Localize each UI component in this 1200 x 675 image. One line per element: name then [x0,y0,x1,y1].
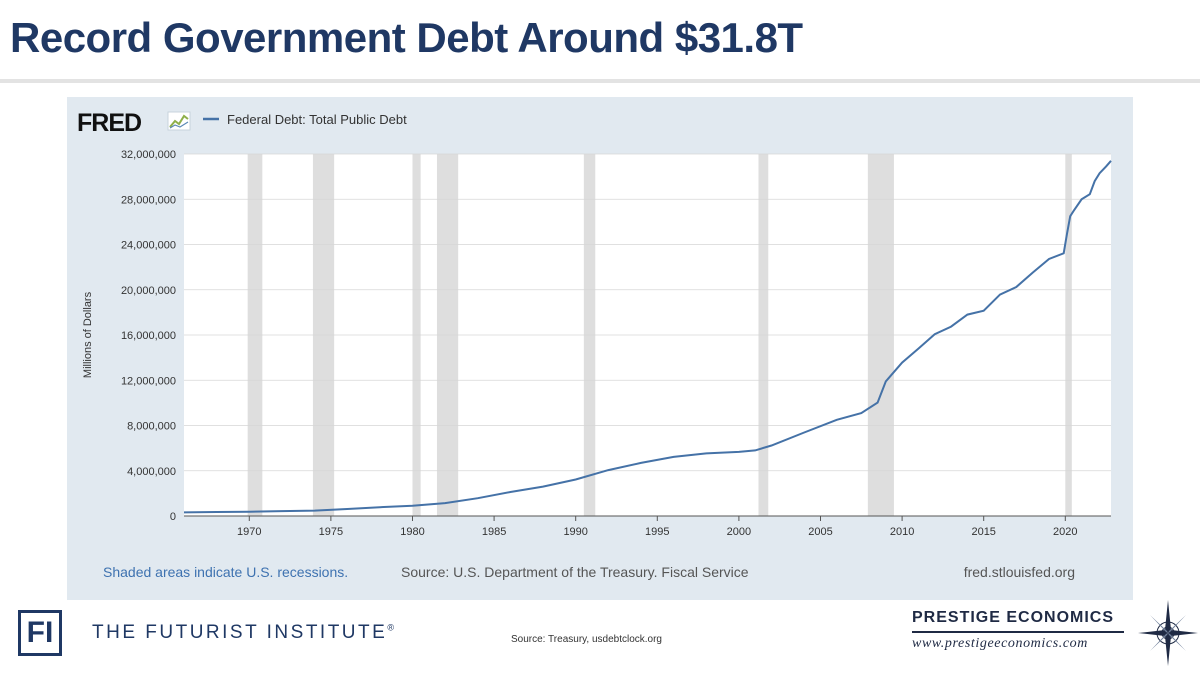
y-tick-label-4: 16,000,000 [121,330,176,342]
y-tick-label-0: 0 [170,511,176,523]
fred-logo: FRED [77,109,191,137]
y-axis-ticks: 0 4,000,000 8,000,000 12,000,000 16,000,000 2… [121,149,176,523]
gridlines [184,153,1111,517]
y-tick-label-2: 8,000,000 [127,421,176,433]
series-line-total-public-debt [183,160,1112,514]
prestige-name: PRESTIGE ECONOMICS [912,609,1115,626]
slide-title: Record Government Debt Around $31.8T [10,14,803,61]
fred-chart-panel: FRED Federal Debt: Total Public Debt 0 4,… [67,97,1133,600]
compass-rose-icon [1138,600,1198,666]
fi-logo: FI [18,610,62,656]
legend-label: Federal Debt: Total Public Debt [227,112,407,127]
fred-chart: FRED Federal Debt: Total Public Debt 0 4,… [77,109,1112,580]
y-tick-label-1: 4,000,000 [127,466,176,478]
slide-source-note: Source: Treasury, usdebtclock.org [511,634,662,645]
x-tick-label-6: 2000 [727,526,751,538]
fred-source: Source: U.S. Department of the Treasury.… [401,564,749,580]
x-tick-label-3: 1985 [482,526,506,538]
x-tick-label-1: 1975 [319,526,343,538]
x-tick-label-7: 2005 [808,526,832,538]
prestige-url[interactable]: www.prestigeeconomics.com [912,636,1088,651]
fred-logo-chart-icon [167,111,191,131]
registered-mark: ® [387,622,394,633]
y-axis-label: Millions of Dollars [82,291,94,378]
y-tick-label-8: 32,000,000 [121,149,176,161]
prestige-divider [912,631,1124,633]
x-tick-label-4: 1990 [563,526,587,538]
recessions-note-link[interactable]: Shaded areas indicate U.S. recessions. [103,564,348,580]
x-tick-label-10: 2020 [1053,526,1077,538]
y-tick-label-5: 20,000,000 [121,285,176,297]
x-tick-label-0: 1970 [237,526,261,538]
fi-name: THE FUTURIST INSTITUTE® [92,622,394,644]
y-tick-label-6: 24,000,000 [121,240,176,252]
x-tick-label-8: 2010 [890,526,914,538]
y-tick-label-7: 28,000,000 [121,194,176,206]
y-tick-label-3: 12,000,000 [121,375,176,387]
fi-name-text: THE FUTURIST INSTITUTE [92,622,388,643]
prestige-economics-branding: PRESTIGE ECONOMICS www.prestigeeconomics… [912,609,1132,652]
title-divider [0,79,1200,83]
x-tick-label-5: 1995 [645,526,669,538]
x-tick-label-2: 1980 [400,526,424,538]
x-axis-ticks: 1970 1975 1980 1985 1990 1995 2000 2005 2010 2015… [237,516,1078,538]
fred-logo-text: FRED [77,109,141,137]
x-tick-label-9: 2015 [971,526,995,538]
fred-site[interactable]: fred.stlouisfed.org [964,564,1075,580]
